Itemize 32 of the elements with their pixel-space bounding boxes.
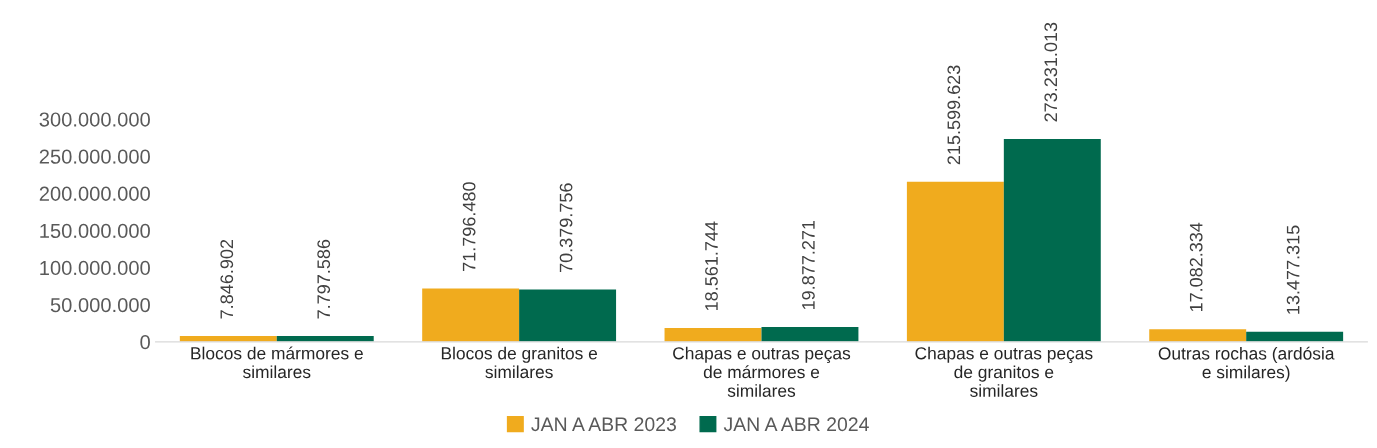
x-tick-label: Blocos de granitos e similares xyxy=(441,346,598,379)
y-tick-label: 200.000.000 xyxy=(39,186,150,201)
data-label: 71.796.480 xyxy=(462,182,476,271)
data-label: 18.561.744 xyxy=(705,221,718,310)
bar xyxy=(1149,329,1247,342)
x-tick-label: Outras rochas (ardósia e similares) xyxy=(1158,346,1335,382)
data-label: 17.082.334 xyxy=(1189,222,1203,312)
bar xyxy=(761,327,859,342)
bar xyxy=(906,181,1004,342)
y-tick-label: 150.000.000 xyxy=(40,223,150,238)
data-label: 13.477.315 xyxy=(1286,225,1300,314)
data-label: 273.231.013 xyxy=(1044,22,1058,122)
x-tick-label: Chapas e outras peças de granitos e similares xyxy=(915,346,1093,397)
data-label: 7.846.902 xyxy=(220,239,234,319)
bar xyxy=(422,288,520,342)
y-tick-label: 50.000.000 xyxy=(50,297,150,313)
bar xyxy=(1246,331,1344,342)
bar xyxy=(1003,139,1101,342)
y-tick-label: 0 xyxy=(140,335,150,350)
legend-label: JAN A ABR 2024 xyxy=(723,417,869,432)
legend-label: JAN A ABR 2023 xyxy=(531,417,676,432)
data-label: 7.797.586 xyxy=(317,239,331,319)
data-label: 70.379.756 xyxy=(559,183,573,272)
y-tick-label: 250.000.000 xyxy=(39,149,150,164)
y-tick-label: 300.000.000 xyxy=(39,112,150,127)
data-label: 215.599.623 xyxy=(947,65,961,165)
bar xyxy=(664,328,762,342)
data-label: 19.877.271 xyxy=(802,220,815,310)
y-tick-label: 100.000.000 xyxy=(40,260,150,276)
bar xyxy=(519,289,617,342)
x-tick-label: Blocos de mármores e similares xyxy=(191,346,363,379)
x-tick-label: Chapas e outras peças de mármores e similares xyxy=(673,346,851,397)
